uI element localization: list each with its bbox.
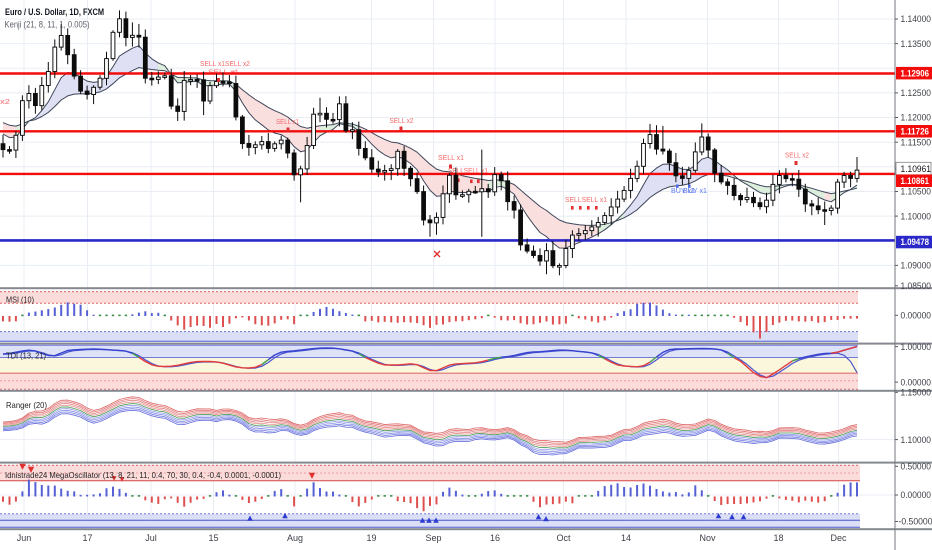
svg-text:1.10000: 1.10000 [901,211,932,221]
svg-text:Dec: Dec [830,533,847,543]
svg-text:1.10861: 1.10861 [901,176,930,186]
svg-text:1.10000: 1.10000 [901,435,932,445]
svg-text:Aug: Aug [287,533,303,543]
svg-text:Oct: Oct [556,533,571,543]
svg-text:1.14000: 1.14000 [901,14,932,24]
svg-text:x: x [232,68,236,77]
svg-text:0.00000: 0.00000 [901,311,932,321]
svg-text:16: 16 [490,533,500,543]
svg-text:Ranger (20): Ranger (20) [6,400,47,410]
svg-text:1.10500: 1.10500 [901,187,932,197]
svg-text:1.11726: 1.11726 [901,126,930,136]
svg-text:14: 14 [621,533,631,543]
svg-text:SELLSELL x1: SELLSELL x1 [448,166,488,175]
svg-text:1.09478: 1.09478 [901,237,930,247]
svg-text:TDI (13, 21): TDI (13, 21) [6,351,46,361]
svg-text:-0.50000: -0.50000 [899,517,932,527]
svg-text:0.00000: 0.00000 [901,490,932,500]
svg-text:1.13500: 1.13500 [901,39,932,49]
svg-text:Nov: Nov [699,533,716,543]
svg-text:Idnistrade24 MegaOscillator (1: Idnistrade24 MegaOscillator (13, 8, 21, … [5,470,281,480]
svg-text:1.15000: 1.15000 [901,388,932,398]
svg-text:0.00000: 0.00000 [901,377,932,387]
svg-text:SELL x2: SELL x2 [785,151,809,160]
svg-text:SELL x1: SELL x1 [208,68,239,77]
svg-text:1.00000: 1.00000 [901,342,932,352]
svg-text:17: 17 [82,533,92,543]
svg-text:1.09000: 1.09000 [901,261,932,271]
svg-text:MSI (10): MSI (10) [6,295,34,305]
svg-text:18: 18 [773,533,783,543]
svg-text:0.50000: 0.50000 [901,462,932,472]
svg-text:SELL x1SELL x2: SELL x1SELL x2 [200,59,250,68]
svg-text:SELLSELL x1: SELLSELL x1 [565,195,607,204]
svg-text:1.08500: 1.08500 [901,281,932,291]
svg-text:1.10961: 1.10961 [901,164,932,174]
svg-text:Jun: Jun [17,533,32,543]
svg-text:SELL x1: SELL x1 [438,153,464,162]
svg-text:x2: x2 [0,97,10,106]
svg-text:1.12906: 1.12906 [901,68,930,78]
svg-text:15: 15 [208,533,218,543]
svg-text:19: 19 [366,533,376,543]
svg-text:Kenji (21, 8, 11, 1, 0.005): Kenji (21, 8, 11, 1, 0.005) [5,20,90,31]
svg-text:SELL x2: SELL x2 [390,116,414,125]
svg-text:Jul: Jul [145,533,157,543]
svg-text:1.12500: 1.12500 [901,88,932,98]
svg-text:BUY x1: BUY x1 [671,186,695,195]
svg-text:1.12000: 1.12000 [901,113,932,123]
svg-text:1.11500: 1.11500 [901,137,932,147]
svg-text:Sep: Sep [425,533,441,543]
svg-text:BUY x1: BUY x1 [683,186,707,195]
svg-text:Euro / U.S. Dollar, 1D, FXCM: Euro / U.S. Dollar, 1D, FXCM [5,7,104,18]
svg-text:SELL x1: SELL x1 [276,117,299,126]
